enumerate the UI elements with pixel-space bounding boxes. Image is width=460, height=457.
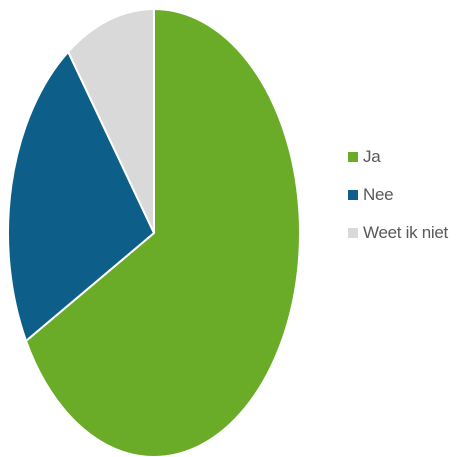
legend: Ja Nee Weet ik niet <box>348 145 460 259</box>
pie-slice-nee <box>7 50 155 342</box>
legend-swatch-weet-ik-niet <box>348 228 358 238</box>
pie-slice-weet-ik-niet <box>67 8 155 234</box>
legend-swatch-ja <box>348 152 358 162</box>
legend-swatch-nee <box>348 190 358 200</box>
legend-label-nee: Nee <box>363 185 394 204</box>
legend-item-ja: Ja <box>348 145 460 169</box>
legend-item-weet-ik-niet: Weet ik niet <box>348 221 460 245</box>
legend-item-nee: Nee <box>348 183 460 207</box>
pie-slice-ja <box>25 8 301 457</box>
pie-slices <box>7 8 301 457</box>
legend-label-ja: Ja <box>363 147 381 166</box>
legend-label-weet-ik-niet: Weet ik niet <box>363 223 448 242</box>
